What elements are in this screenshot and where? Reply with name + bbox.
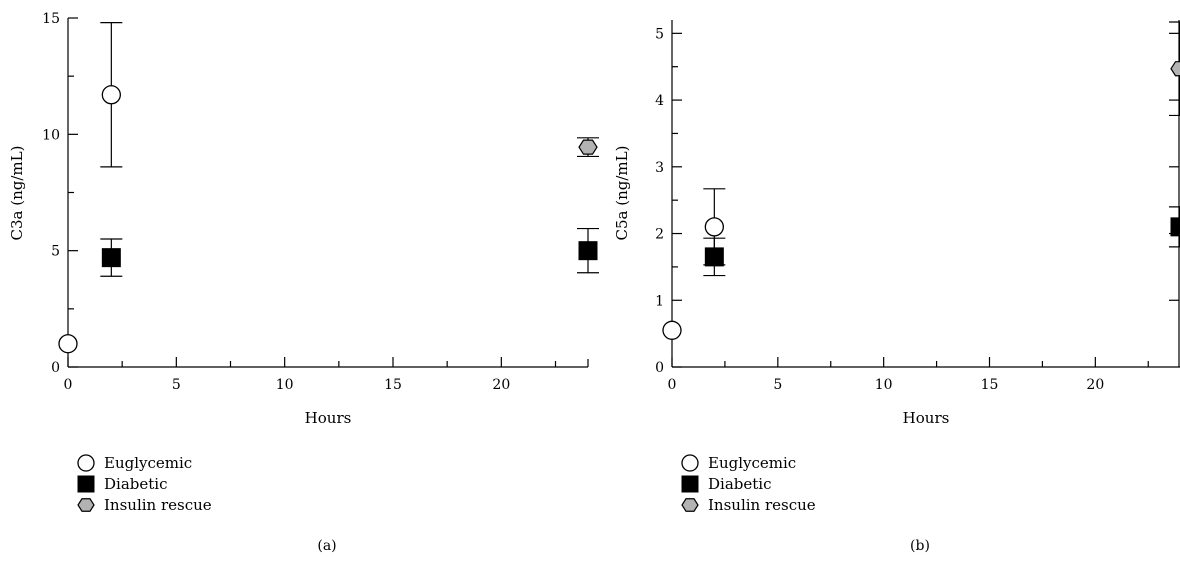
data-point — [578, 241, 598, 261]
y-axis-title: C5a (ng/mL) — [613, 146, 631, 241]
panel-label: (a) — [317, 538, 336, 554]
y-tick-label: 5 — [51, 244, 60, 260]
y-tick-label: 2 — [655, 227, 664, 243]
legend-swatch — [681, 498, 699, 512]
legend-swatch — [681, 454, 699, 472]
data-point — [101, 248, 121, 268]
legend-label: Diabetic — [708, 475, 771, 493]
x-tick-label: 5 — [773, 377, 782, 393]
chart-panel-a: 0 5 10 15 20 0 5 10 15 Hours C3a (ng/mL) Euglycemic… — [8, 11, 599, 554]
x-tick-label: 20 — [1086, 377, 1104, 393]
x-tick-label: 10 — [875, 377, 893, 393]
x-tick-label: 5 — [172, 377, 181, 393]
legend-label: Insulin rescue — [104, 496, 212, 514]
data-point — [704, 247, 724, 267]
y-tick-label: 10 — [42, 127, 60, 143]
panel-label: (b) — [910, 538, 930, 554]
data-point — [662, 320, 682, 340]
x-tick-label: 0 — [668, 377, 677, 393]
data-point — [578, 139, 598, 155]
series-diabetic — [703, 206, 1180, 277]
data-point — [58, 334, 78, 354]
x-tick-label: 0 — [64, 377, 73, 393]
chart-panel-b: 0 5 10 15 20 0 1 2 3 4 5 Hours C5a (ng/mL) Euglycemic… — [613, 20, 1180, 554]
y-tick-label: 3 — [655, 160, 664, 176]
series-insulin-rescue — [577, 137, 599, 158]
series-diabetic — [100, 227, 599, 277]
legend-swatch — [77, 475, 95, 493]
x-axis-title: Hours — [903, 409, 950, 427]
y-tick-label: 15 — [42, 11, 60, 27]
data-point — [101, 85, 121, 105]
x-axis-title: Hours — [305, 409, 352, 427]
legend-label: Diabetic — [104, 475, 167, 493]
y-tick-label: 5 — [655, 26, 664, 42]
x-tick-label: 15 — [981, 377, 999, 393]
y-tick-label: 0 — [655, 360, 664, 376]
y-tick-label: 0 — [51, 360, 60, 376]
x-tick-label: 15 — [384, 377, 402, 393]
legend-label: Euglycemic — [708, 454, 796, 472]
legend: Euglycemic Diabetic Insulin rescue — [77, 454, 212, 514]
legend: Euglycemic Diabetic Insulin rescue — [681, 454, 816, 514]
y-tick-label: 1 — [655, 293, 664, 309]
y-tick-label: 4 — [655, 93, 664, 109]
series-insulin-rescue — [1169, 21, 1180, 117]
legend-label: Insulin rescue — [708, 496, 816, 514]
legend-swatch — [77, 498, 95, 512]
data-point — [1170, 61, 1180, 77]
series-euglycemic — [58, 22, 123, 354]
x-tick-label: 10 — [276, 377, 294, 393]
legend-label: Euglycemic — [104, 454, 192, 472]
data-point — [1170, 217, 1180, 237]
x-tick-label: 20 — [492, 377, 510, 393]
legend-swatch — [77, 454, 95, 472]
data-point — [704, 217, 724, 237]
legend-swatch — [681, 475, 699, 493]
y-axis-title: C3a (ng/mL) — [8, 146, 26, 241]
